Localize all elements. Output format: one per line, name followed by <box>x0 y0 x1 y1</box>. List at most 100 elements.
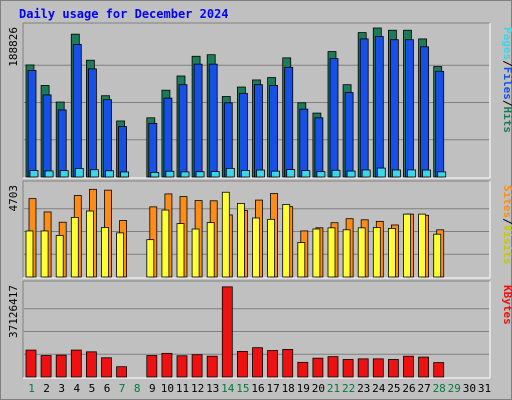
pages-bar <box>240 170 250 178</box>
files-bar <box>344 92 354 178</box>
visits-bar <box>101 227 109 278</box>
day-label: 25 <box>387 382 400 395</box>
pages-bar <box>271 170 281 178</box>
files-bar <box>193 63 203 178</box>
visits-bar <box>403 213 411 278</box>
visits-bar <box>297 242 306 278</box>
visits-bar <box>70 217 79 278</box>
files-bar <box>208 63 218 178</box>
visits-bar <box>191 228 200 278</box>
kbytes-bar <box>403 355 414 378</box>
files-bar <box>299 108 309 178</box>
files-bar <box>389 39 399 178</box>
visits-bar <box>327 227 336 278</box>
files-bar <box>269 85 279 178</box>
visits-ymax-label: 4703 <box>7 185 20 212</box>
kbytes-bar <box>327 356 339 378</box>
kbytes-bar <box>40 355 52 378</box>
day-label: 21 <box>327 382 340 395</box>
pages-bar <box>407 169 416 178</box>
day-label: 19 <box>297 382 310 395</box>
day-label: 2 <box>43 382 50 395</box>
hits-ymax-label: 188826 <box>7 27 20 67</box>
day-label: 5 <box>89 382 96 395</box>
files-bar <box>163 97 173 178</box>
visits-bar <box>206 222 215 278</box>
kbytes-bar <box>433 362 445 378</box>
kbytes-legend: KBytes <box>501 285 512 325</box>
day-label: 12 <box>191 382 204 395</box>
pages-bar <box>361 169 371 178</box>
kbytes-bar <box>221 286 233 378</box>
visits-bar <box>372 227 381 278</box>
files-bar <box>254 84 263 178</box>
files-bar <box>284 66 294 178</box>
pages-bar <box>331 169 341 178</box>
kbytes-bar <box>161 352 173 378</box>
kbytes-bar <box>236 350 248 378</box>
visits-bar <box>252 217 260 278</box>
kbytes-bar <box>312 357 324 378</box>
visits-bar <box>146 239 155 278</box>
day-label: 24 <box>372 382 386 395</box>
day-label: 13 <box>206 382 219 395</box>
kbytes-bar <box>191 354 203 378</box>
visits-bar <box>282 204 291 278</box>
kbytes-bar <box>70 349 82 378</box>
day-label: 1 <box>28 382 35 395</box>
files-bar <box>103 99 112 178</box>
pages-bar <box>180 171 190 178</box>
files-bar <box>72 44 82 178</box>
kbytes-bar <box>55 354 67 378</box>
kbytes-bar <box>25 349 37 378</box>
day-label: 29 <box>448 382 461 395</box>
day-label: 11 <box>176 382 189 395</box>
day-label: 23 <box>357 382 370 395</box>
pages-bar <box>210 171 220 178</box>
files-bar <box>314 117 324 178</box>
visits-bar <box>221 191 230 278</box>
kbytes-bar <box>206 355 218 378</box>
day-label: 18 <box>282 382 295 395</box>
visits-legend: Sites/Visits <box>501 185 512 265</box>
day-label: 17 <box>266 382 279 395</box>
kbytes-bar <box>176 355 188 378</box>
legend-entry-visits: Visits <box>501 225 512 265</box>
visits-bar <box>312 228 321 278</box>
kbytes-bar <box>86 351 97 378</box>
legend-entry-hits: Hits <box>501 107 512 134</box>
kbytes-bar <box>387 359 399 378</box>
kbytes-bar <box>116 366 127 378</box>
kbytes-bar <box>357 358 369 378</box>
kbytes-bar <box>342 359 354 378</box>
pages-bar <box>29 170 39 178</box>
pages-bar <box>346 170 356 178</box>
pages-bar <box>44 170 54 178</box>
files-bar <box>420 46 430 178</box>
visits-bar <box>55 234 64 278</box>
legend-entry-pages: Pages <box>501 27 512 60</box>
files-bar <box>57 109 67 178</box>
day-label: 30 <box>463 382 476 395</box>
kbytes-bar <box>252 347 263 378</box>
pages-bar <box>105 170 114 178</box>
kbytes-bar <box>372 358 384 378</box>
legend-separator: / <box>501 218 512 225</box>
pages-bar <box>90 169 99 178</box>
visits-bar <box>342 229 351 278</box>
visits-bar <box>433 233 442 278</box>
visits-bar <box>267 218 276 278</box>
kbytes-bar <box>297 361 309 378</box>
kbytes-bar <box>418 356 430 378</box>
legend-entry-kbytes: KBytes <box>501 285 512 325</box>
day-label: 8 <box>134 382 141 395</box>
files-bar <box>42 94 52 178</box>
kbytes-bar <box>101 357 112 378</box>
pages-bar <box>391 169 401 178</box>
files-bar <box>238 92 248 178</box>
files-bar <box>178 84 188 178</box>
pages-bar <box>422 169 432 178</box>
files-bar <box>27 70 37 178</box>
legend-entry-files: Files <box>501 67 512 100</box>
